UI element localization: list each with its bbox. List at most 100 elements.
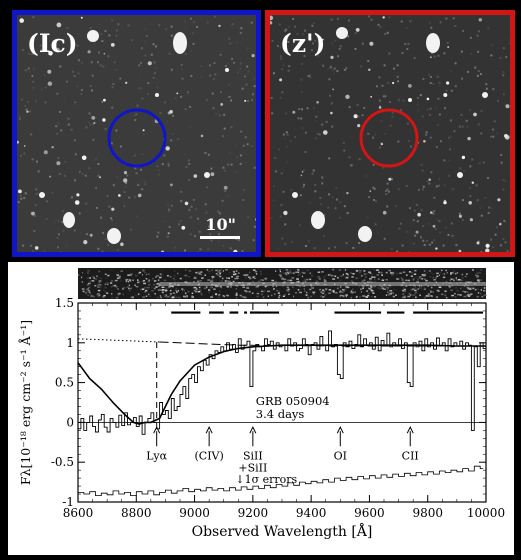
noise-speck xyxy=(89,84,92,87)
noise-speck xyxy=(402,99,405,102)
noise-speck xyxy=(334,246,336,249)
noise-speck xyxy=(223,113,226,116)
noise-speck xyxy=(328,193,331,196)
noise-speck xyxy=(281,91,284,94)
strip-pixel xyxy=(87,287,90,289)
noise-speck xyxy=(303,183,306,186)
noise-speck xyxy=(89,123,92,126)
strip-pixel xyxy=(324,288,328,290)
noise-speck xyxy=(447,233,450,236)
strip-pixel xyxy=(418,287,422,289)
noise-speck xyxy=(406,122,409,125)
strip-pixel xyxy=(107,274,110,277)
strip-pixel xyxy=(220,286,222,289)
noise-speck xyxy=(44,86,47,89)
noise-speck xyxy=(476,199,479,202)
noise-speck xyxy=(348,19,350,22)
strip-pixel xyxy=(431,286,433,289)
noise-speck xyxy=(222,244,225,247)
strip-pixel xyxy=(149,280,151,282)
noise-speck xyxy=(435,106,438,109)
y-tick-label: 0 xyxy=(66,415,74,429)
strip-pixel xyxy=(427,285,429,287)
strip-pixel xyxy=(278,274,282,276)
noise-speck xyxy=(239,31,242,34)
z-band-image: (z') xyxy=(265,10,515,257)
strip-pixel xyxy=(436,275,439,277)
noise-speck xyxy=(202,152,205,155)
faint-star xyxy=(392,81,395,85)
noise-speck xyxy=(270,96,273,99)
noise-speck xyxy=(461,125,464,128)
noise-speck xyxy=(32,80,35,83)
noise-speck xyxy=(348,156,351,159)
noise-speck xyxy=(337,55,340,58)
noise-speck xyxy=(112,184,115,187)
strip-pixel xyxy=(207,279,211,281)
noise-speck xyxy=(247,215,250,218)
faint-star xyxy=(89,233,93,237)
noise-speck xyxy=(239,162,242,165)
strip-pixel xyxy=(321,292,325,294)
strip-pixel xyxy=(309,278,312,281)
noise-speck xyxy=(479,206,482,209)
strip-pixel xyxy=(415,291,418,294)
noise-speck xyxy=(208,225,211,228)
noise-speck xyxy=(504,103,507,106)
faint-star xyxy=(184,201,189,206)
faint-star xyxy=(76,193,80,197)
strip-pixel xyxy=(146,286,150,289)
strip-pixel xyxy=(222,270,224,272)
noise-speck xyxy=(141,97,144,100)
strip-pixel xyxy=(178,296,181,299)
noise-speck xyxy=(480,132,483,135)
noise-speck xyxy=(145,34,148,37)
strip-pixel xyxy=(304,290,306,292)
faint-star xyxy=(161,250,165,252)
noise-speck xyxy=(241,250,244,252)
strip-pixel xyxy=(340,275,343,277)
strip-pixel xyxy=(81,288,85,290)
noise-speck xyxy=(34,83,37,85)
noise-speck xyxy=(308,74,311,77)
noise-speck xyxy=(448,174,451,177)
annotation-arrowhead xyxy=(153,426,161,434)
strip-pixel xyxy=(120,270,123,272)
noise-speck xyxy=(397,188,400,191)
strip-pixel xyxy=(231,276,233,278)
noise-speck xyxy=(183,153,186,156)
noise-speck xyxy=(239,62,242,65)
noise-speck xyxy=(128,196,131,199)
noise-speck xyxy=(339,216,341,219)
strip-pixel xyxy=(89,277,91,279)
noise-speck xyxy=(363,106,366,109)
strip-pixel xyxy=(283,281,287,283)
faint-star xyxy=(74,200,80,205)
noise-speck xyxy=(222,135,225,138)
noise-speck xyxy=(209,233,212,236)
noise-speck xyxy=(329,66,332,69)
noise-speck xyxy=(331,125,334,128)
x-axis-label: Observed Wavelength [Å] xyxy=(192,522,373,540)
noise-speck xyxy=(230,126,233,129)
noise-speck xyxy=(193,235,196,238)
strip-pixel xyxy=(218,290,221,293)
noise-speck xyxy=(438,113,441,116)
strip-pixel xyxy=(420,278,422,280)
strip-pixel xyxy=(169,275,172,278)
strip-pixel xyxy=(303,288,305,290)
noise-speck xyxy=(405,231,408,234)
strip-pixel xyxy=(148,295,152,297)
ic-band-label: (Ic) xyxy=(27,29,78,58)
strip-pixel xyxy=(236,277,239,280)
strip-pixel xyxy=(191,296,194,298)
noise-speck xyxy=(475,184,478,187)
noise-speck xyxy=(163,154,166,157)
noise-speck xyxy=(133,23,136,26)
strip-pixel xyxy=(97,276,101,279)
noise-speck xyxy=(240,130,243,133)
bright-star xyxy=(336,27,348,39)
strip-pixel xyxy=(427,293,430,295)
noise-speck xyxy=(339,45,342,48)
noise-speck xyxy=(80,93,83,95)
